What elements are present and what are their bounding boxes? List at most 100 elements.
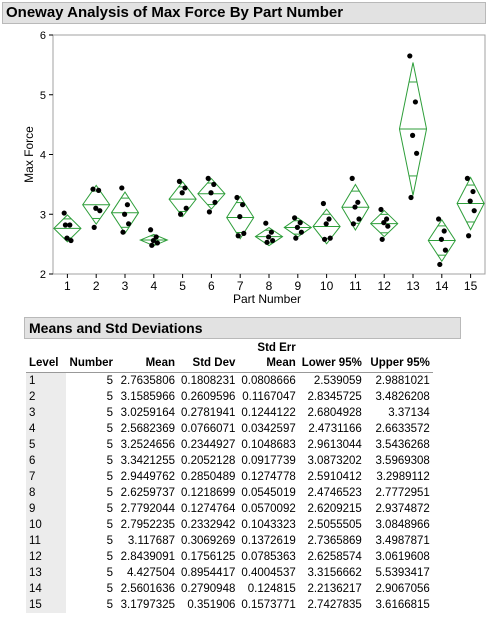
cell-level: 13 bbox=[26, 565, 66, 581]
cell-mean: 2.7952235 bbox=[120, 519, 175, 531]
cell-std-err-mean: 0.1043323 bbox=[241, 519, 296, 531]
data-point bbox=[297, 220, 303, 226]
cell-level: 4 bbox=[26, 421, 66, 437]
means-std-dev-table: Level Number Mean Std Dev Std Err Mean Lo… bbox=[26, 340, 433, 613]
data-point bbox=[122, 211, 128, 217]
cell-std-dev: 0.2781941 bbox=[181, 407, 236, 419]
cell-number: 5 bbox=[106, 391, 113, 403]
cell-level: 15 bbox=[26, 597, 66, 613]
data-point bbox=[91, 224, 97, 230]
data-point bbox=[237, 214, 243, 220]
means-std-dev-header[interactable]: Means and Std Deviations bbox=[24, 317, 461, 339]
x-tick-label: 7 bbox=[237, 279, 244, 293]
data-point bbox=[436, 216, 442, 222]
y-axis: 2 3 4 5 6 bbox=[40, 30, 53, 281]
y-tick-label: 6 bbox=[40, 30, 46, 42]
cell-upper-95: 3.0619608 bbox=[375, 551, 430, 563]
table-row: 6 5 3.3421255 0.2052128 0.0917739 3.0873202 3.… bbox=[26, 453, 433, 469]
x-tick-label: 5 bbox=[179, 279, 186, 293]
data-point bbox=[208, 190, 214, 196]
y-axis-title-text: Max Force bbox=[22, 126, 36, 183]
cell-number: 5 bbox=[106, 535, 113, 547]
cell-lower-95: 2.4746523 bbox=[307, 487, 362, 499]
data-point bbox=[323, 221, 329, 227]
cell-level: 9 bbox=[26, 501, 66, 517]
cell-lower-95: 3.3156662 bbox=[307, 567, 362, 579]
table-row: 12 5 2.8439091 0.1756125 0.0785363 2.6258574 3… bbox=[26, 549, 433, 565]
table-title: Means and Std Deviations bbox=[29, 320, 203, 336]
cell-level: 3 bbox=[26, 405, 66, 421]
data-point bbox=[182, 185, 188, 191]
cell-upper-95: 3.2989112 bbox=[376, 471, 430, 483]
table-row: 4 5 2.5682369 0.0766071 0.0342597 2.4731166 2.… bbox=[26, 421, 433, 437]
data-point bbox=[90, 186, 96, 192]
data-point bbox=[437, 261, 443, 268]
data-point bbox=[292, 215, 298, 221]
data-point bbox=[410, 132, 416, 138]
table-row: 7 5 2.9449762 0.2850489 0.1274778 2.5910412 3.… bbox=[26, 469, 433, 485]
cell-lower-95: 2.7427835 bbox=[307, 599, 362, 611]
data-point bbox=[320, 200, 326, 207]
cell-std-err-mean: 0.1372619 bbox=[241, 535, 296, 547]
data-point bbox=[148, 227, 154, 233]
table-row: 14 5 2.5601636 0.2790948 0.124815 2.2136217 2.… bbox=[26, 581, 433, 597]
cell-mean: 3.1585966 bbox=[120, 391, 175, 403]
cell-std-err-mean: 0.0342597 bbox=[241, 423, 296, 435]
data-point bbox=[211, 181, 217, 187]
cell-std-err-mean: 0.0570092 bbox=[241, 503, 296, 515]
cell-upper-95: 5.5393417 bbox=[375, 567, 430, 579]
col-std-err-mean: Std Err Mean bbox=[238, 340, 298, 373]
cell-number: 5 bbox=[106, 375, 113, 387]
cell-std-err-mean: 0.4004537 bbox=[241, 567, 296, 579]
data-point bbox=[441, 228, 447, 234]
data-point bbox=[183, 205, 189, 211]
cell-std-err-mean: 0.1048683 bbox=[241, 439, 296, 451]
data-point bbox=[96, 187, 102, 193]
col-std-err-line1: Std Err bbox=[257, 342, 296, 354]
data-point bbox=[234, 194, 240, 201]
col-lower-95: Lower 95% bbox=[301, 357, 362, 369]
table-row: 5 5 3.2524656 0.2344927 0.1048683 2.9613044 3.… bbox=[26, 437, 433, 453]
cell-level: 2 bbox=[26, 389, 66, 405]
cell-std-dev: 0.8954417 bbox=[181, 567, 236, 579]
cell-number: 5 bbox=[106, 567, 113, 579]
data-point bbox=[381, 220, 387, 226]
cell-std-dev: 0.2609596 bbox=[181, 391, 236, 403]
data-point bbox=[379, 236, 385, 242]
cell-upper-95: 3.0848966 bbox=[375, 519, 430, 531]
cell-upper-95: 3.5436268 bbox=[375, 439, 430, 451]
cell-std-dev: 0.2344927 bbox=[181, 439, 236, 451]
data-point bbox=[326, 216, 332, 222]
cell-number: 5 bbox=[106, 519, 113, 531]
cell-std-dev: 0.1274764 bbox=[181, 503, 236, 515]
cell-mean: 2.9449762 bbox=[120, 471, 175, 483]
cell-number: 5 bbox=[106, 439, 113, 451]
cell-std-err-mean: 0.0785363 bbox=[241, 551, 296, 563]
cell-std-err-mean: 0.124815 bbox=[247, 583, 296, 595]
y-tick-label: 4 bbox=[40, 150, 46, 162]
data-point bbox=[149, 242, 155, 248]
data-point bbox=[97, 208, 103, 214]
data-point bbox=[268, 229, 274, 235]
data-point bbox=[93, 205, 99, 211]
data-point bbox=[124, 202, 130, 208]
x-axis-title: Part Number bbox=[233, 292, 301, 306]
cell-upper-95: 2.9067056 bbox=[375, 583, 430, 595]
data-point bbox=[64, 235, 70, 241]
cell-std-err-mean: 0.1167047 bbox=[242, 391, 296, 403]
table-row: 11 5 3.117687 0.3069269 0.1372619 2.7365869 3.… bbox=[26, 533, 433, 549]
means-diamond bbox=[53, 214, 82, 243]
cell-number: 5 bbox=[106, 423, 113, 435]
data-point bbox=[355, 199, 361, 205]
data-point bbox=[414, 150, 420, 156]
data-point bbox=[412, 99, 418, 105]
cell-mean: 4.427504 bbox=[127, 567, 175, 579]
cell-mean: 2.8439091 bbox=[120, 551, 175, 563]
table-row: 3 5 3.0259164 0.2781941 0.1244122 2.6804928 3.… bbox=[26, 405, 433, 421]
cell-number: 5 bbox=[106, 487, 113, 499]
cell-std-dev: 0.0766071 bbox=[181, 423, 236, 435]
table-row: 13 5 4.427504 0.8954417 0.4004537 3.3156662 5.… bbox=[26, 565, 433, 581]
cell-mean: 3.0259164 bbox=[120, 407, 175, 419]
oneway-analysis-header[interactable]: Oneway Analysis of Max Force By Part Num… bbox=[2, 2, 486, 24]
